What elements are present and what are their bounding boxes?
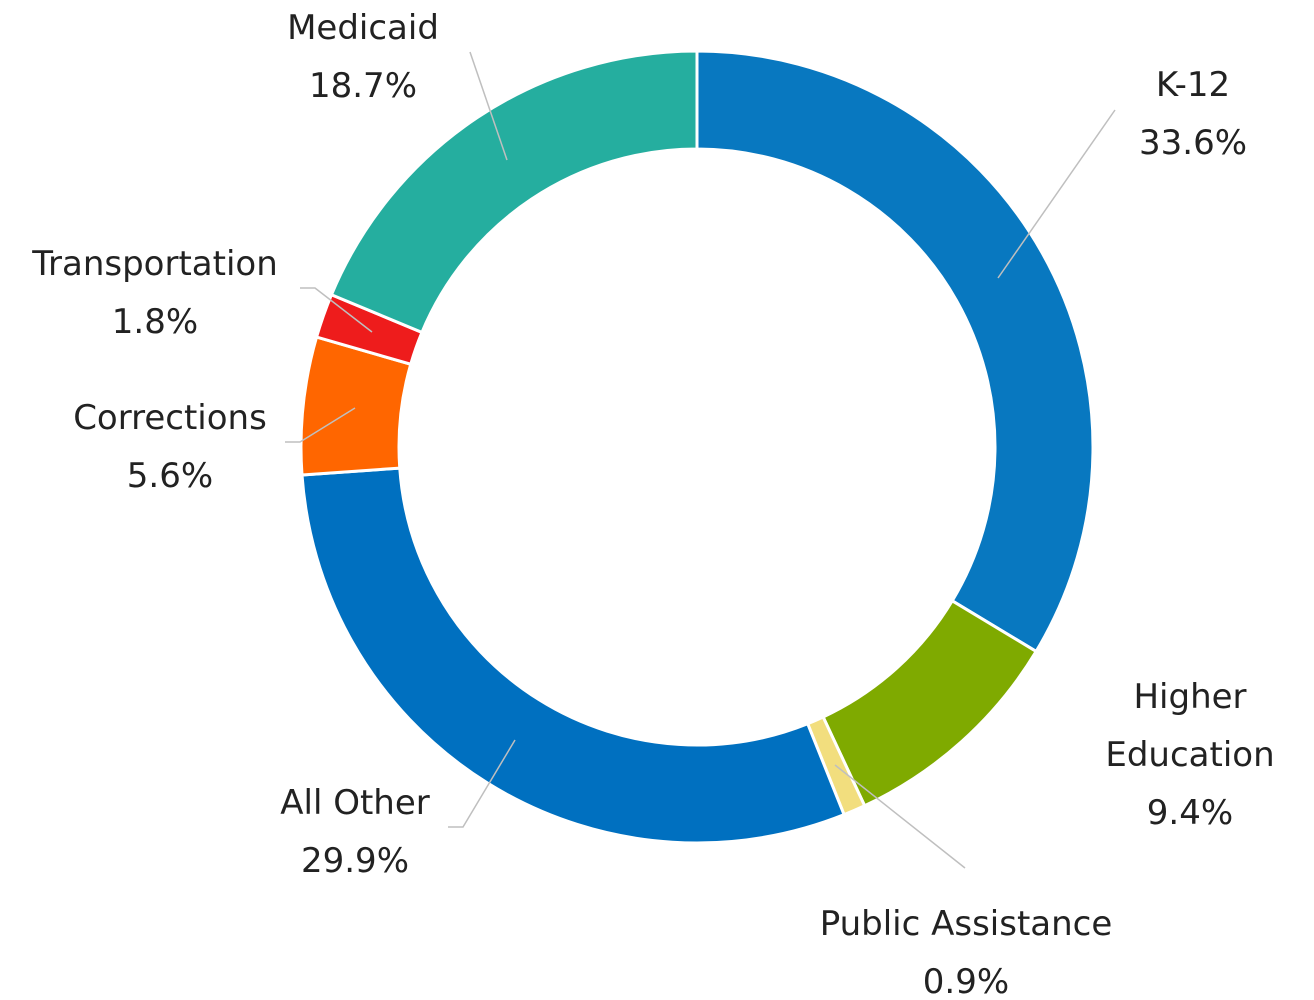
donut-slice <box>329 49 699 335</box>
leader-line <box>469 51 508 161</box>
value-label: 5.6% <box>126 456 214 496</box>
value-label: 9.4% <box>1146 793 1234 833</box>
slice-label: Higher Education 9.4% <box>1090 668 1290 842</box>
category-label: All Other <box>280 783 430 823</box>
leader-line <box>448 739 516 828</box>
slice-label: Corrections 5.6% <box>73 389 267 505</box>
category-label: Transportation <box>32 244 278 284</box>
value-label: 1.8% <box>111 302 199 342</box>
category-label: Corrections <box>73 398 267 438</box>
leader-line <box>285 407 356 443</box>
slice-label: K-12 33.6% <box>1139 56 1247 172</box>
slice-label: Public Assistance 0.9% <box>820 895 1113 1000</box>
leader-line <box>997 109 1116 279</box>
category-label: K-12 <box>1155 65 1231 105</box>
category-label: Higher Education <box>1105 677 1275 775</box>
value-label: 33.6% <box>1138 123 1248 163</box>
donut-slice <box>695 49 1095 654</box>
donut-slice <box>300 466 847 845</box>
category-label: Medicaid <box>287 8 439 48</box>
value-label: 29.9% <box>300 841 409 881</box>
slice-label: All Other 29.9% <box>280 774 430 890</box>
leader-line <box>834 764 966 869</box>
category-label: Public Assistance <box>819 904 1113 944</box>
leader-line <box>300 287 373 333</box>
donut-slice <box>821 598 1039 808</box>
slice-label: Transportation 1.8% <box>32 235 278 351</box>
value-label: 0.9% <box>922 962 1010 1000</box>
slice-label: Medicaid 18.7% <box>287 0 439 115</box>
value-label: 18.7% <box>308 66 417 106</box>
